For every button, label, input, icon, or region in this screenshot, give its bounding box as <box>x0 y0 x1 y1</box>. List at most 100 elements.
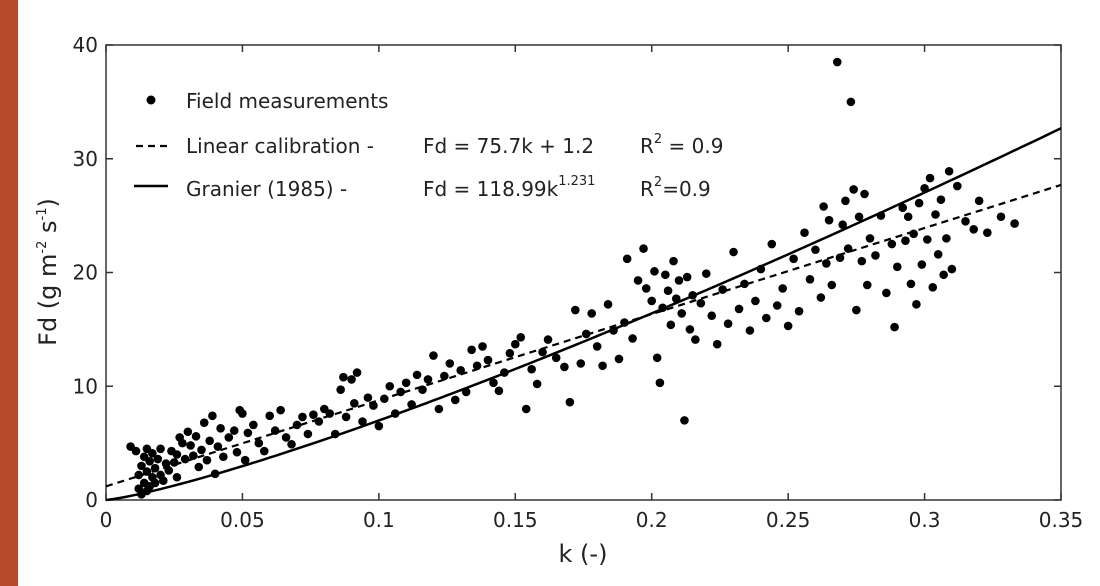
data-point <box>892 262 902 272</box>
data-point <box>169 458 179 467</box>
data-point <box>178 438 187 448</box>
data-point <box>860 189 869 199</box>
data-point <box>696 298 706 308</box>
data-point <box>778 284 787 293</box>
data-point <box>418 385 427 394</box>
data-point <box>718 285 727 294</box>
data-point <box>194 462 204 472</box>
data-point <box>516 333 526 342</box>
data-point <box>134 470 144 480</box>
legend-r2-granier-val: =0.9 <box>662 177 711 201</box>
data-point <box>655 378 665 388</box>
data-point <box>658 303 667 313</box>
data-point <box>633 276 643 285</box>
data-point <box>238 409 247 418</box>
data-point <box>478 342 487 351</box>
y-axis-label: Fd (g m-2 s-1) <box>34 198 62 346</box>
data-point <box>407 400 416 409</box>
linear-calibration-line <box>105 183 1062 488</box>
data-point <box>298 412 307 422</box>
data-point <box>396 387 405 397</box>
data-point <box>156 444 165 454</box>
x-tick-label: 0.25 <box>766 508 811 532</box>
data-point <box>150 478 160 488</box>
field-measurement-points <box>126 57 1019 499</box>
data-point <box>374 421 384 431</box>
data-point <box>336 385 345 394</box>
data-point <box>996 212 1006 222</box>
data-point <box>647 296 657 306</box>
data-point <box>249 420 258 430</box>
x-axis-label: k (-) <box>559 540 608 568</box>
data-point <box>925 173 935 183</box>
data-point <box>865 234 875 243</box>
data-point <box>1010 219 1019 228</box>
y-tick-label: 40 <box>73 33 98 57</box>
data-point <box>500 368 509 377</box>
data-point <box>208 411 217 421</box>
data-point <box>532 379 542 389</box>
data-point <box>947 264 957 274</box>
legend-r2-granier-r: R <box>640 177 654 201</box>
x-tick-label: 0.35 <box>1039 508 1084 532</box>
data-point <box>923 235 932 244</box>
legend-r2-granier: R2=0.9 <box>640 175 711 201</box>
data-point <box>854 212 864 222</box>
data-point <box>423 375 433 384</box>
data-point <box>887 239 897 249</box>
data-point <box>259 446 269 456</box>
data-point <box>369 401 378 410</box>
data-point <box>292 420 302 430</box>
data-point <box>330 429 340 439</box>
data-point <box>663 286 673 296</box>
x-tick-label: 0.2 <box>636 508 668 532</box>
data-point <box>429 351 438 360</box>
data-point <box>145 457 154 466</box>
data-point <box>363 393 373 402</box>
data-point <box>472 361 482 371</box>
data-point <box>216 424 225 433</box>
y-label-mid: s <box>34 220 62 240</box>
data-point <box>150 463 160 473</box>
data-point <box>898 203 908 212</box>
data-point <box>920 184 929 193</box>
data-point <box>172 450 182 459</box>
data-point <box>287 439 296 449</box>
data-point <box>587 309 596 318</box>
data-point <box>183 427 193 437</box>
chart-frame: 0 0.05 0.1 0.15 0.2 0.25 0.3 0.35 0 10 20 30 40 k (… <box>18 0 1100 586</box>
data-point <box>871 251 880 260</box>
data-point <box>824 215 834 225</box>
data-point <box>628 334 637 343</box>
data-point <box>339 372 348 382</box>
data-point <box>691 335 700 344</box>
data-point <box>314 417 324 426</box>
data-point <box>186 441 195 450</box>
data-point <box>740 279 749 289</box>
data-point <box>816 293 826 302</box>
data-point <box>745 326 755 335</box>
x-axis-ticks: 0 0.05 0.1 0.15 0.2 0.25 0.3 0.35 <box>100 45 1084 532</box>
data-point <box>197 445 206 455</box>
data-point <box>521 404 531 414</box>
legend-label-linear: Linear calibration - <box>186 134 374 158</box>
data-point <box>939 270 948 280</box>
data-point <box>358 417 367 426</box>
data-point <box>936 195 946 204</box>
data-point <box>581 329 591 339</box>
data-point <box>876 211 886 220</box>
legend-r2-linear-r: R <box>640 134 654 158</box>
data-point <box>849 185 858 194</box>
data-point <box>969 224 978 234</box>
data-point <box>467 345 476 355</box>
data-point <box>614 354 624 364</box>
data-point <box>841 196 850 206</box>
data-point <box>243 428 253 438</box>
data-point <box>210 469 220 479</box>
data-point <box>674 276 684 285</box>
data-point <box>505 348 515 358</box>
data-point <box>189 451 198 460</box>
data-point <box>685 325 695 334</box>
data-point <box>843 244 853 253</box>
data-point <box>712 339 722 349</box>
